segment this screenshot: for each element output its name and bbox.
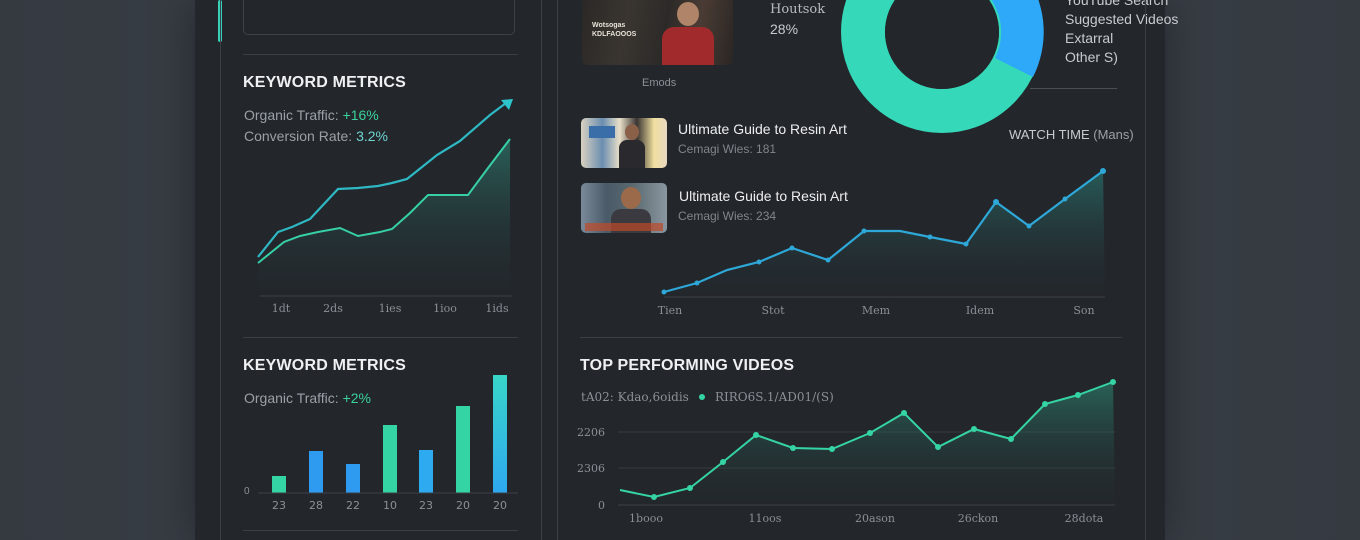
top-video-stat-value: 28% xyxy=(770,21,799,37)
bar-label: 23 xyxy=(272,499,286,512)
legend-other: Other S) xyxy=(1065,49,1118,65)
thumbnail-person-body xyxy=(619,140,645,168)
thumbnail-person-face xyxy=(621,187,641,209)
keyword-metrics-title: KEYWORD METRICS xyxy=(243,357,406,374)
thumbnail-caption: Wotsogas xyxy=(592,22,626,29)
y-axis-label: 2306 xyxy=(577,462,605,475)
top-summary-card[interactable] xyxy=(243,0,515,35)
thumbnail-person-face xyxy=(625,124,639,140)
x-axis-label: 26ckon xyxy=(957,512,999,525)
x-axis-label: 1ids xyxy=(485,302,509,315)
y-axis-label: 0 xyxy=(598,499,605,512)
divider xyxy=(243,54,518,55)
video-thumbnail[interactable] xyxy=(581,183,667,233)
organic-traffic-metric: Organic Traffic: +16% xyxy=(244,107,379,123)
top-video-thumbnail[interactable]: Wotsogas KDLFAOOOS xyxy=(582,0,733,65)
chart-legend-2: RIRO6S.1/AD01/(S) xyxy=(715,390,834,404)
watch-time-unit: (Mans) xyxy=(1093,127,1134,142)
x-axis-label: 2ds xyxy=(323,302,343,315)
thumbnail-banner xyxy=(585,223,663,231)
x-axis-label: 28dota xyxy=(1064,512,1104,525)
conversion-rate-label: Conversion Rate: xyxy=(244,128,353,144)
thumbnail-sign xyxy=(589,126,615,138)
x-axis-label: 1ioo xyxy=(433,302,457,315)
video-thumbnail[interactable] xyxy=(581,118,667,168)
x-axis-label: Son xyxy=(1073,304,1095,317)
legend-youtube-search: YouTube Search xyxy=(1065,0,1169,8)
watch-time-label: WATCH TIME xyxy=(1009,127,1090,142)
x-axis-label: 20ason xyxy=(855,512,895,525)
top-video-stat-label: Houtsok xyxy=(770,2,826,17)
thumbnail-caption: KDLFAOOOS xyxy=(592,31,637,38)
video-title[interactable]: Ultimate Guide to Resin Art xyxy=(679,188,848,204)
x-axis-label: 11oos xyxy=(748,512,782,525)
legend-external: Extarral xyxy=(1065,30,1114,46)
x-axis-label: 1booo xyxy=(629,512,663,525)
y-axis-zero: 0 xyxy=(244,486,250,497)
video-subtitle: Cemagi Wies: 181 xyxy=(678,142,777,156)
x-axis-label: 1dt xyxy=(271,302,291,315)
legend-suggested-videos: Suggested Videos xyxy=(1065,11,1179,27)
x-axis-label: Stot xyxy=(761,304,785,317)
divider xyxy=(243,337,518,338)
conversion-rate-value: 3.2% xyxy=(356,128,388,144)
watch-time-title: WATCH TIME (Mans) xyxy=(1009,127,1134,142)
y-axis-label: 2206 xyxy=(577,426,605,439)
thumbnail-person-face xyxy=(677,2,699,26)
bar-label: 23 xyxy=(419,499,433,512)
video-title[interactable]: Ultimate Guide to Resin Art xyxy=(678,121,847,137)
legend-dot-icon xyxy=(699,394,705,400)
right-rail-line xyxy=(1145,0,1146,540)
bar-label: 10 xyxy=(383,499,397,512)
bar-label: 28 xyxy=(309,499,323,512)
left-rail-line xyxy=(220,0,221,540)
thumbnail-person-body xyxy=(662,27,714,65)
top-performing-title: TOP PERFORMING VIDEOS xyxy=(580,357,795,374)
column-divider xyxy=(541,0,542,540)
legend-divider xyxy=(1030,88,1117,89)
divider xyxy=(243,530,518,531)
x-axis-label: Mem xyxy=(861,304,891,317)
organic-traffic-value: +16% xyxy=(342,107,379,123)
x-axis-label: Tien xyxy=(657,304,683,317)
conversion-rate-metric: Conversion Rate: 3.2% xyxy=(244,128,388,144)
x-axis-label: 1ies xyxy=(378,302,402,315)
x-axis-label: Idem xyxy=(965,304,995,317)
divider xyxy=(580,337,1122,338)
keyword-metrics-title: KEYWORD METRICS xyxy=(243,74,406,91)
bar-label: 20 xyxy=(493,499,507,512)
top-video-caption: Emods xyxy=(642,77,677,89)
chart-legend-1: tA02: Kdao,6oidis xyxy=(581,390,689,404)
organic-traffic-metric: Organic Traffic: +2% xyxy=(244,390,371,406)
organic-traffic-label: Organic Traffic: xyxy=(244,107,339,123)
column-divider xyxy=(557,0,558,540)
organic-traffic-value: +2% xyxy=(342,390,371,406)
bar-label: 20 xyxy=(456,499,470,512)
organic-traffic-label: Organic Traffic: xyxy=(244,390,339,406)
bar-label: 22 xyxy=(346,499,360,512)
video-subtitle: Cemagi Wies: 234 xyxy=(678,209,777,223)
